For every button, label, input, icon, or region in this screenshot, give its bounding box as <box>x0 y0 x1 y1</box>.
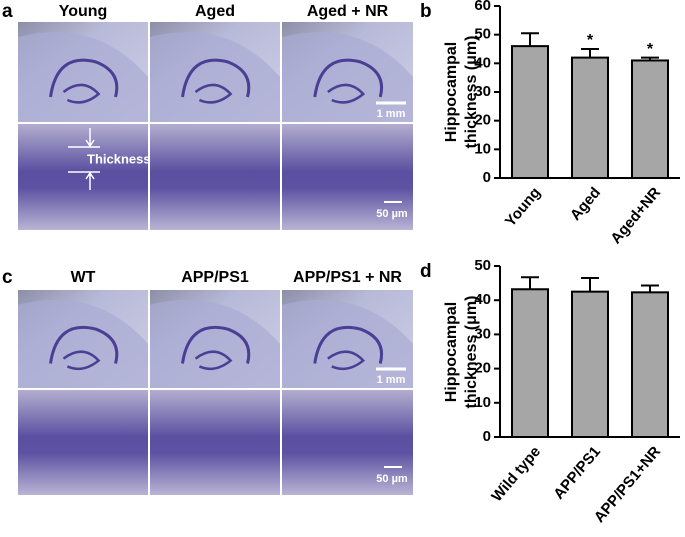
y-tick-label: 20 <box>474 112 491 129</box>
y-axis-label: thickness (μm) <box>463 36 480 149</box>
y-tick-label: 40 <box>474 54 491 71</box>
hippocampus <box>313 58 383 98</box>
cortex <box>282 299 413 388</box>
y-tick-label: 60 <box>474 0 491 14</box>
thickness-label: Thickness <box>87 151 151 166</box>
y-tick-label: 20 <box>474 360 491 377</box>
arrow <box>85 128 95 148</box>
dentate <box>327 83 366 104</box>
y-tick-label: 30 <box>474 83 491 100</box>
zoom-section <box>282 124 413 230</box>
panel-letter: a <box>2 1 13 22</box>
hippocampus <box>181 58 251 98</box>
x-tick-label: APP/PS1 <box>550 443 604 502</box>
dentate <box>327 350 366 371</box>
x-tick-label: Aged <box>567 184 604 224</box>
zoom-section <box>282 390 413 495</box>
y-tick-label: 10 <box>474 140 491 157</box>
y-tick-label: 0 <box>483 169 491 186</box>
scale-label: 1 mm <box>377 374 406 386</box>
hippocampus <box>181 326 251 364</box>
zoom-section <box>18 390 148 495</box>
y-tick-label: 30 <box>474 325 491 342</box>
hippocampus <box>49 58 119 98</box>
scale-label: 50 µm <box>376 208 408 220</box>
bar <box>631 59 669 179</box>
cortex <box>18 299 148 388</box>
bar <box>511 288 549 439</box>
significance-mark: * <box>647 41 654 58</box>
panel-letter: b <box>420 1 432 22</box>
x-tick-label: Young <box>502 184 544 230</box>
column-title: APP/PS1 + NR <box>293 269 402 286</box>
x-tick-label: Aged+NR <box>607 184 664 247</box>
column-title: Young <box>59 3 108 20</box>
bar <box>511 45 549 180</box>
scale-label: 1 mm <box>377 108 406 120</box>
y-tick-label: 50 <box>474 26 491 43</box>
y-tick-label: 40 <box>474 291 491 308</box>
cortex <box>18 32 148 122</box>
arrow <box>85 171 95 190</box>
dentate <box>194 83 233 104</box>
hippocampus <box>49 326 119 364</box>
column-title: APP/PS1 <box>181 269 249 286</box>
cortex <box>150 299 280 388</box>
y-tick-label: 0 <box>483 428 491 445</box>
bar <box>571 56 609 179</box>
bar <box>631 291 669 439</box>
panel-letter: c <box>2 267 13 288</box>
y-axis-label: thickness (μm) <box>463 296 480 409</box>
y-axis-label: Hippocampal <box>443 302 460 402</box>
y-tick-label: 10 <box>474 394 491 411</box>
column-title: WT <box>71 269 96 286</box>
scale-label: 50 µm <box>376 473 408 485</box>
y-axis-label: Hippocampal <box>443 42 460 142</box>
dentate <box>194 350 233 371</box>
panel-letter: d <box>420 261 432 282</box>
y-tick-label: 50 <box>474 257 491 274</box>
dentate <box>62 350 101 371</box>
bar <box>571 290 609 438</box>
significance-mark: * <box>587 32 594 49</box>
hippocampus <box>313 326 383 364</box>
dentate <box>62 83 101 104</box>
zoom-section <box>18 124 148 230</box>
zoom-section <box>150 124 280 230</box>
column-title: Aged + NR <box>307 3 389 20</box>
zoom-section <box>150 390 280 495</box>
cortex <box>150 32 280 122</box>
cortex <box>282 32 413 122</box>
x-tick-label: Wild type <box>488 443 544 505</box>
column-title: Aged <box>195 3 235 20</box>
